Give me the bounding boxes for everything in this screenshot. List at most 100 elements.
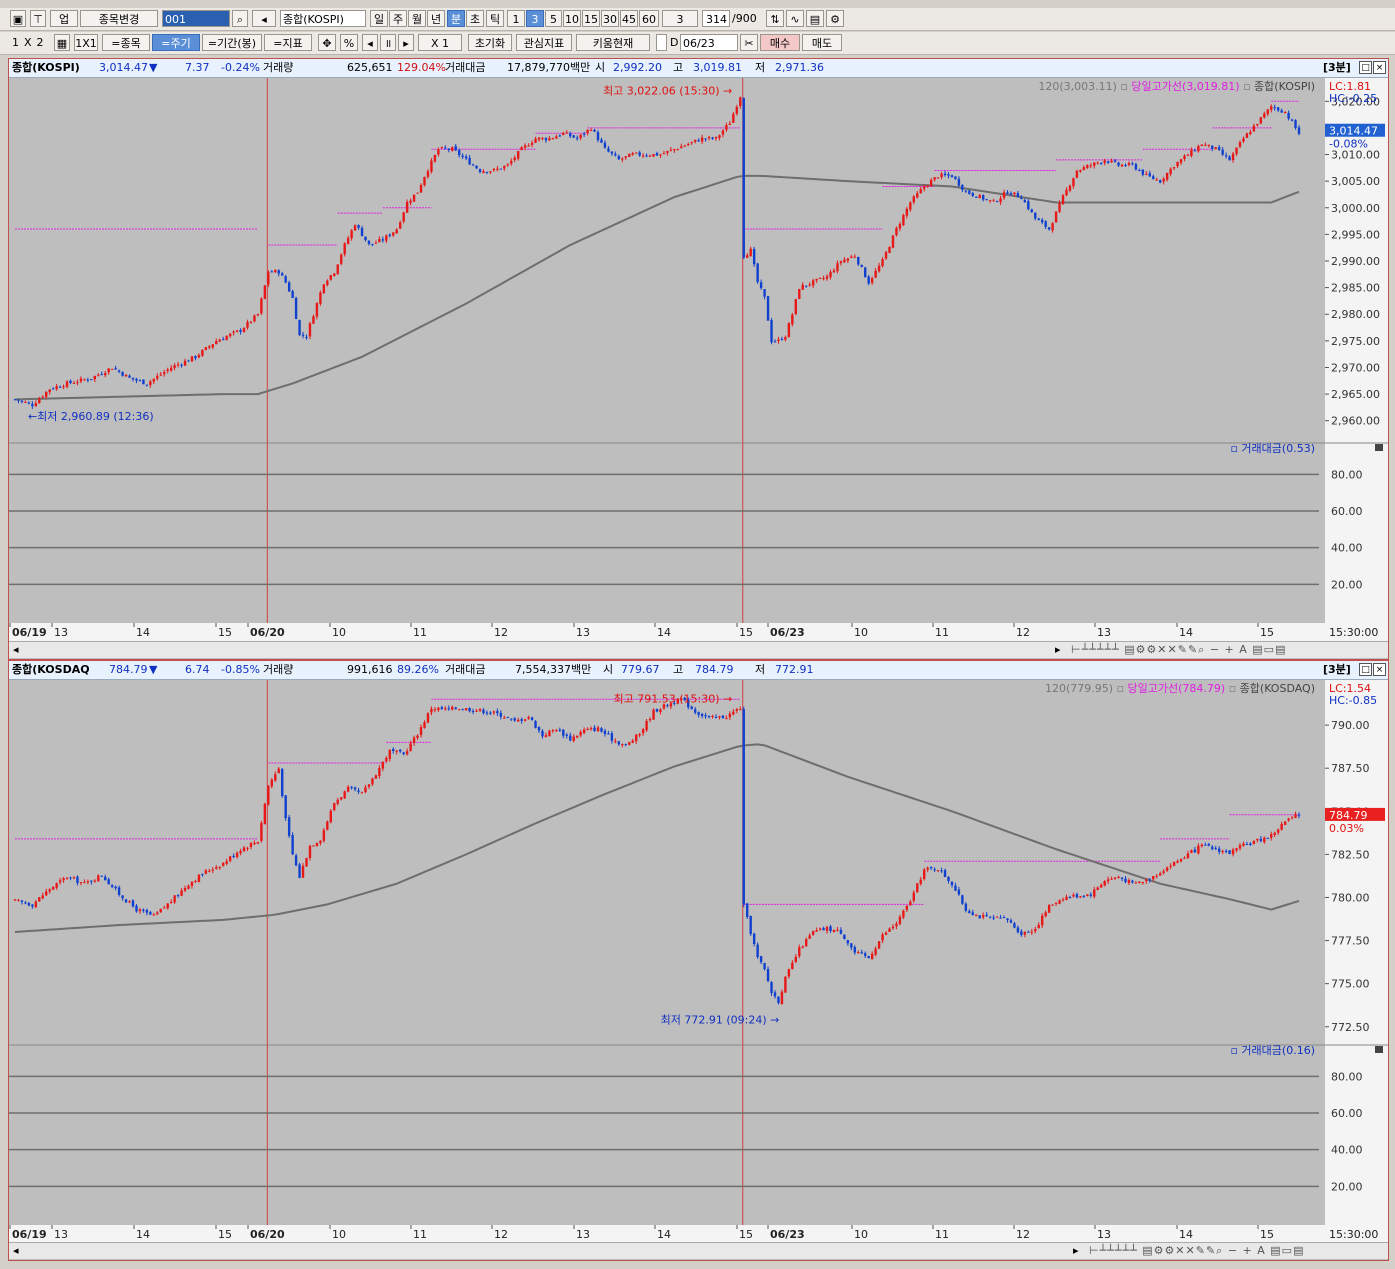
- candle: [51, 886, 55, 890]
- zoom-select[interactable]: X 1: [418, 34, 462, 51]
- close-icon[interactable]: ×: [1373, 663, 1386, 676]
- kosdaq-scrollbar[interactable]: ◂ ▸ ⊢┴┴┴┴┴ ▤⚙⚙✕✕✎✎⌕ − + A ▤▭▤: [9, 1242, 1388, 1259]
- candle: [1148, 173, 1151, 177]
- candle: [1075, 170, 1079, 178]
- candle: [503, 717, 506, 719]
- interval-button[interactable]: 5: [545, 10, 562, 27]
- candle: [218, 339, 221, 342]
- candle: [447, 708, 450, 710]
- interval-button[interactable]: 60: [639, 10, 659, 27]
- period-button[interactable]: 월: [408, 10, 426, 27]
- candle: [888, 928, 891, 932]
- close-icon[interactable]: ×: [1373, 61, 1386, 74]
- candle: [780, 991, 784, 1005]
- interval-button[interactable]: 30: [601, 10, 619, 27]
- candle: [669, 703, 673, 707]
- candle: [798, 947, 801, 957]
- candle: [489, 712, 492, 714]
- x-tick-label: 13: [54, 1228, 68, 1241]
- candle: [1120, 164, 1124, 167]
- candle: [27, 402, 31, 404]
- candle: [634, 734, 638, 742]
- y-tick-label: 2,965.00: [1331, 388, 1380, 401]
- scroll-left-icon[interactable]: ◂: [13, 1244, 19, 1257]
- buy-button[interactable]: 매수: [760, 34, 800, 51]
- interest-indicator-button[interactable]: 관심지표: [516, 34, 572, 51]
- scissors-icon[interactable]: ✂: [740, 34, 758, 51]
- period-button[interactable]: 분: [447, 10, 465, 27]
- x-tick-label: 10: [854, 1228, 868, 1241]
- symbol-change-select[interactable]: 종목변경: [80, 10, 158, 27]
- candle: [1217, 147, 1221, 150]
- candle: [905, 905, 909, 910]
- prev-icon[interactable]: ◂: [362, 34, 378, 51]
- candle: [836, 263, 839, 272]
- pin-icon[interactable]: ⊤: [30, 10, 46, 27]
- chart-tools-icons[interactable]: ⊢┴┴┴┴┴ ▤⚙⚙✕✕✎✎⌕ − + A ▤▭▤: [1089, 1244, 1305, 1257]
- period-button[interactable]: 틱: [486, 10, 504, 27]
- reset-button[interactable]: 초기화: [468, 34, 512, 51]
- speaker-icon[interactable]: ◂: [252, 10, 276, 27]
- percent-button[interactable]: %: [340, 34, 358, 51]
- candle: [93, 375, 97, 380]
- grid-layout-button[interactable]: 1X1: [74, 34, 98, 51]
- scroll-right-icon[interactable]: ▸: [1073, 1244, 1079, 1257]
- interval-button[interactable]: 10: [563, 10, 581, 27]
- draw-icon[interactable]: ∿: [786, 10, 804, 27]
- code-input[interactable]: 001: [162, 10, 230, 27]
- scroll-left-icon[interactable]: ◂: [13, 643, 19, 656]
- candle: [187, 885, 190, 889]
- date-input[interactable]: 06/23: [680, 34, 738, 51]
- current-percent-label: -0.08%: [1329, 138, 1368, 151]
- sell-button[interactable]: 매도: [802, 34, 842, 51]
- candle: [811, 280, 815, 286]
- gear-icon[interactable]: ⚙: [826, 10, 844, 27]
- period-button[interactable]: 초: [466, 10, 484, 27]
- candle: [235, 852, 239, 858]
- candle: [1228, 850, 1231, 854]
- maximize-icon[interactable]: □: [1359, 61, 1372, 74]
- market-select[interactable]: 업: [50, 10, 78, 27]
- candle: [1200, 144, 1204, 147]
- candle: [242, 847, 246, 852]
- count-input[interactable]: 314: [702, 10, 730, 27]
- candle: [655, 153, 659, 156]
- period-sync-button[interactable]: =주기: [152, 34, 200, 51]
- maximize-icon[interactable]: □: [1359, 663, 1372, 676]
- save-icon[interactable]: ▤: [806, 10, 824, 27]
- candle: [13, 399, 17, 401]
- kospi-scrollbar[interactable]: ◂ ▸ ⊢┴┴┴┴┴ ▤⚙⚙✕✕✎✎⌕ − + A ▤▭▤: [9, 641, 1388, 658]
- date-checkbox[interactable]: [656, 34, 667, 51]
- kospi-chart-canvas[interactable]: 3,020.003,015.003,010.003,005.003,000.00…: [9, 78, 1388, 641]
- search-icon[interactable]: ⌕: [232, 10, 248, 27]
- indicator-sync-button[interactable]: =지표: [264, 34, 312, 51]
- candle: [315, 303, 319, 317]
- period-button[interactable]: 년: [427, 10, 445, 27]
- pause-icon[interactable]: ॥: [380, 34, 396, 51]
- interval-button[interactable]: 3: [526, 10, 544, 27]
- symbol-sync-button[interactable]: =종목: [102, 34, 150, 51]
- window-icon[interactable]: ▣: [10, 10, 26, 27]
- candle: [405, 751, 409, 755]
- crosshair-icon[interactable]: ✥: [318, 34, 336, 51]
- candle: [593, 129, 596, 132]
- kiwoom-current-select[interactable]: 키움현재: [576, 34, 650, 51]
- candle: [457, 709, 461, 711]
- interval-button[interactable]: 45: [620, 10, 638, 27]
- candle: [815, 930, 818, 932]
- compare-icon[interactable]: ⇅: [766, 10, 784, 27]
- kosdaq-chart-canvas[interactable]: 790.00787.50785.00782.50780.00777.50775.…: [9, 680, 1388, 1242]
- candle: [666, 705, 669, 707]
- range-sync-button[interactable]: =기간(봉): [202, 34, 262, 51]
- scroll-right-icon[interactable]: ▸: [1055, 643, 1061, 656]
- next-icon[interactable]: ▸: [398, 34, 414, 51]
- interval-button[interactable]: 15: [582, 10, 600, 27]
- period-button[interactable]: 주: [389, 10, 407, 27]
- interval-select[interactable]: 3: [662, 10, 698, 27]
- chart-tools-icons[interactable]: ⊢┴┴┴┴┴ ▤⚙⚙✕✕✎✎⌕ − + A ▤▭▤: [1071, 643, 1287, 656]
- layout-selector[interactable]: 1X2: [12, 36, 49, 49]
- interval-button[interactable]: 1: [507, 10, 525, 27]
- grid-icon[interactable]: ▦: [54, 34, 70, 51]
- period-tag: [3분]: [1323, 663, 1351, 676]
- period-button[interactable]: 일: [370, 10, 388, 27]
